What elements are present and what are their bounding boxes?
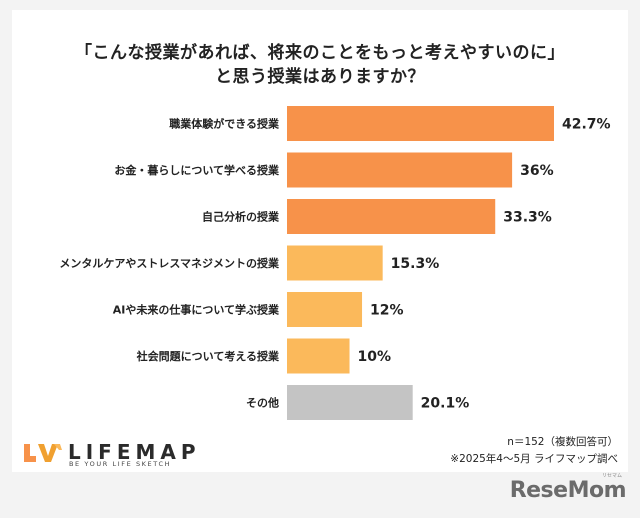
bar-7 [287, 385, 413, 420]
chart-title-line-2: と思う授業はありますか？ [215, 67, 425, 87]
value-label-2: 36% [520, 163, 554, 179]
sample-size-note: n＝152（複数回答可） [507, 436, 618, 448]
value-label-7: 20.1% [421, 396, 470, 412]
publisher-kana: リセマム [601, 473, 622, 479]
category-label-1: 職業体験ができる授業 [169, 117, 280, 131]
bar-2 [287, 152, 513, 188]
category-label-6: 社会問題について考える授業 [136, 349, 280, 363]
category-label-4: メンタルケアやストレスマネジメントの授業 [59, 256, 280, 270]
value-label-6: 10% [358, 349, 392, 365]
value-label-1: 42.7% [562, 117, 611, 133]
bar-4 [287, 245, 383, 281]
bar-1 [287, 106, 554, 141]
category-label-3: 自己分析の授業 [202, 210, 280, 224]
bar-3 [287, 199, 496, 234]
value-label-3: 33.3% [503, 210, 552, 226]
category-label-2: お金・暮らしについて学べる授業 [114, 163, 280, 177]
bar-chart: 職業体験ができる授業 42.7% お金・暮らしについて学べる授業 36% 自己分析の授業… [59, 106, 611, 420]
bar-5 [287, 292, 363, 327]
category-label-5: AIや未来の仕事について学ぶ授業 [113, 303, 280, 317]
bar-6 [287, 338, 350, 374]
value-label-5: 12% [370, 303, 404, 319]
value-label-4: 15.3% [391, 256, 440, 272]
lifemap-logo-icon [24, 444, 62, 462]
logo-tagline: BE YOUR LIFE SKETCH [69, 460, 172, 468]
chart-title-line-1: 「こんな授業があれば、将来のことをもっと考えやすいのに」 [75, 43, 565, 63]
category-label-7: その他 [246, 396, 279, 410]
source-note: ※2025年4～5月 ライフマップ調べ [450, 453, 618, 465]
logo-wordmark: LIFEMAP [68, 440, 201, 464]
lifemap-logo: LIFEMAP BE YOUR LIFE SKETCH [24, 440, 224, 468]
publisher-logo: ReseMom [509, 478, 627, 503]
